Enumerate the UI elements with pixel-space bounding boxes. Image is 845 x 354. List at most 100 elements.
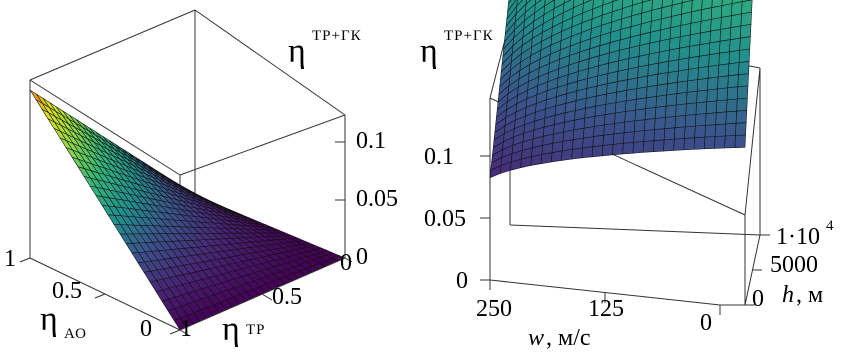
surface-cell [695,101,707,115]
surface-cell [622,142,634,155]
surface-cell [728,62,740,77]
y-axis-label-right: h , м [782,282,823,308]
svg-text:w: w [528,325,544,351]
surface-cell [730,13,742,28]
y-tick-1: 1 [4,246,16,272]
surface-cell [581,146,593,159]
surface-cell [740,24,752,39]
surface-cell [561,149,573,161]
surface-cell [623,131,635,144]
tick-marks-right [480,155,770,315]
surface-cell [686,90,698,105]
surface-cell [703,136,716,150]
surface-cell [643,129,655,142]
surface-cell [699,30,711,45]
z-tick-right-0.05: 0.05 [424,206,466,232]
surface-right [489,0,753,179]
surface-cell [635,97,647,111]
surface-cell [716,99,728,114]
surface-cell [707,64,720,79]
svg-text:, м/с: , м/с [546,325,591,351]
z-axis-label-left: η ТР+ГК [288,28,361,70]
surface-cell [652,139,665,152]
surface-cell [663,138,675,152]
surface-cell [674,115,686,129]
surface-cell [654,105,667,119]
surface-cell [673,138,685,151]
surface-cell [636,75,649,89]
svg-text:ТР: ТР [246,322,266,338]
surface-cell [612,143,624,156]
surface-cell [729,25,742,40]
surface-cell [666,82,678,96]
surface-cell [632,141,644,154]
surface-cell [724,135,736,149]
surface-cell [667,59,680,73]
surface-cell [716,87,728,102]
surface-cell [698,42,711,57]
x-tick-250: 250 [476,296,512,322]
surface-cell [601,144,614,157]
surface-cell [637,64,649,79]
surface-cell [726,86,739,101]
surface-cell [738,61,750,75]
x-tick-125: 125 [588,296,624,322]
surface-cell [695,113,707,127]
surface-cell [583,126,595,139]
surface-cell [726,98,738,113]
surface-cell [724,123,737,137]
surface-cell [717,63,730,78]
surface-cell [717,75,729,90]
y-tick-5000: 5000 [770,252,818,278]
surface-cell [688,44,701,59]
surface-cell [663,127,676,141]
surface-cell [593,124,605,137]
svg-text:η: η [420,33,438,70]
svg-text:, м: , м [796,282,823,308]
surface-cell [653,128,665,141]
surface-cell [725,110,737,125]
surface-cell [615,90,628,103]
surface-cell [736,97,748,112]
surface-cell [714,135,726,149]
surface-cell [675,92,688,106]
surface-cell [693,136,706,150]
surface-cell [582,136,594,149]
y-tick-0-right: 0 [752,286,764,312]
y-tick-1e4: 1·10 4 [776,218,835,250]
surface-cell [683,137,695,151]
surface-cell [625,88,638,102]
surface-cell [603,123,615,136]
svg-text:η: η [288,33,306,70]
x-tick-1: 1 [180,316,192,342]
x-tick-0: 0 [340,250,352,276]
surface-cell [614,111,626,124]
surface-cell [645,96,657,109]
surface-cell [644,107,657,120]
surface-cell [738,48,751,63]
y-tick-0.5: 0.5 [52,278,82,304]
surface-cell [602,133,615,146]
surface-cell [709,29,721,44]
surface-cell [540,152,553,164]
surface-cell [705,100,718,114]
surface-cell [704,124,716,138]
surface-cell [690,21,702,36]
z-tick-0.1: 0.1 [356,128,386,154]
surface-cell [710,5,723,20]
tick-marks-left [19,141,353,337]
z-tick-right-0: 0 [456,268,468,294]
surface-cell [735,110,748,124]
surface-cell [709,41,721,55]
surface-cell [677,57,690,72]
surface-cell [734,134,746,148]
surface-cell [689,32,701,47]
surface-cell [604,102,617,115]
surface-cell [604,112,616,126]
surface-cell [489,165,502,179]
chart-left: 0 0.05 0.1 1 0.5 0 1 0.5 0 η ТР+ГК η АО … [4,9,398,348]
surface-cell [727,74,739,89]
svg-text:4: 4 [826,218,835,234]
surface-cell [675,103,687,117]
surface-cell [686,79,699,93]
